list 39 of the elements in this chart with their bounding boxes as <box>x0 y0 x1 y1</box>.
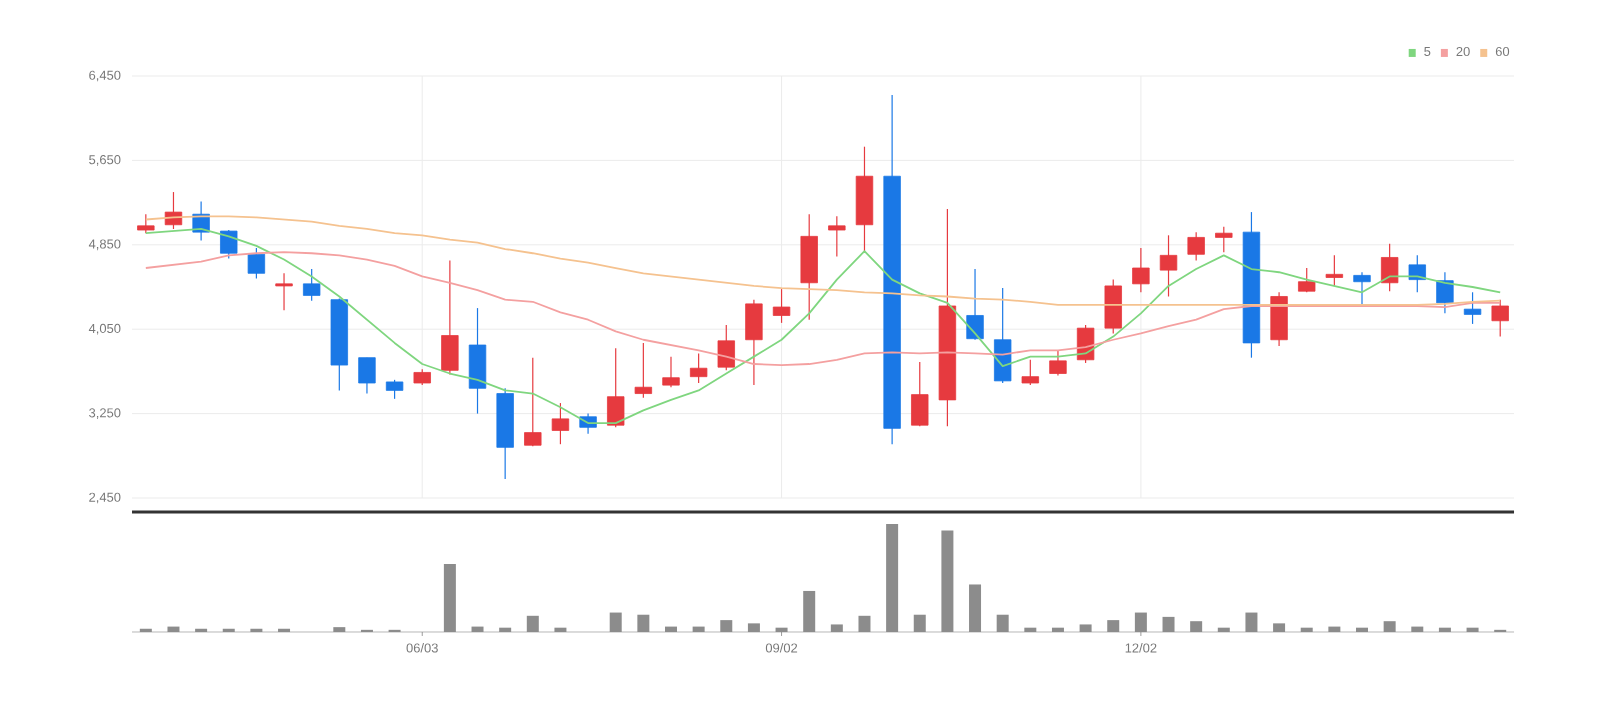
candlestick <box>1436 271 1454 314</box>
candlestick <box>1380 243 1399 292</box>
candlestick <box>1463 291 1482 325</box>
candlestick <box>302 268 321 302</box>
candlestick <box>689 352 708 384</box>
candlestick <box>1408 254 1426 293</box>
candlestick <box>1187 231 1205 262</box>
candlestick <box>607 347 625 428</box>
candlestick <box>717 324 735 371</box>
candlestick <box>1104 279 1122 335</box>
candlestick <box>137 213 155 234</box>
candlestick <box>1049 349 1067 377</box>
candlestick <box>247 247 266 280</box>
candlestick <box>1021 359 1040 386</box>
candlestick <box>828 215 846 258</box>
candlestick <box>1325 254 1344 287</box>
candlestick <box>1491 299 1509 338</box>
candlestick <box>911 361 929 427</box>
candlestick <box>524 357 542 447</box>
candlestick <box>1353 271 1371 307</box>
candlestick <box>275 272 293 311</box>
candlestick <box>1215 226 1233 253</box>
candlestick <box>993 287 1012 384</box>
candlestick <box>772 288 791 324</box>
candlestick <box>551 402 570 445</box>
candlestick <box>1132 247 1150 293</box>
candlestick <box>358 357 376 395</box>
candlestick <box>385 379 404 400</box>
candlestick <box>966 268 984 341</box>
candlestick <box>800 213 818 321</box>
candlestick <box>220 229 238 260</box>
candlestick <box>1159 234 1178 298</box>
candlestick <box>1270 291 1288 347</box>
candlestick <box>745 299 763 386</box>
candlestick <box>1298 267 1316 293</box>
candlestick <box>441 260 459 376</box>
candlestick <box>468 307 487 415</box>
candlestick <box>634 342 653 399</box>
candlestick <box>662 356 680 388</box>
